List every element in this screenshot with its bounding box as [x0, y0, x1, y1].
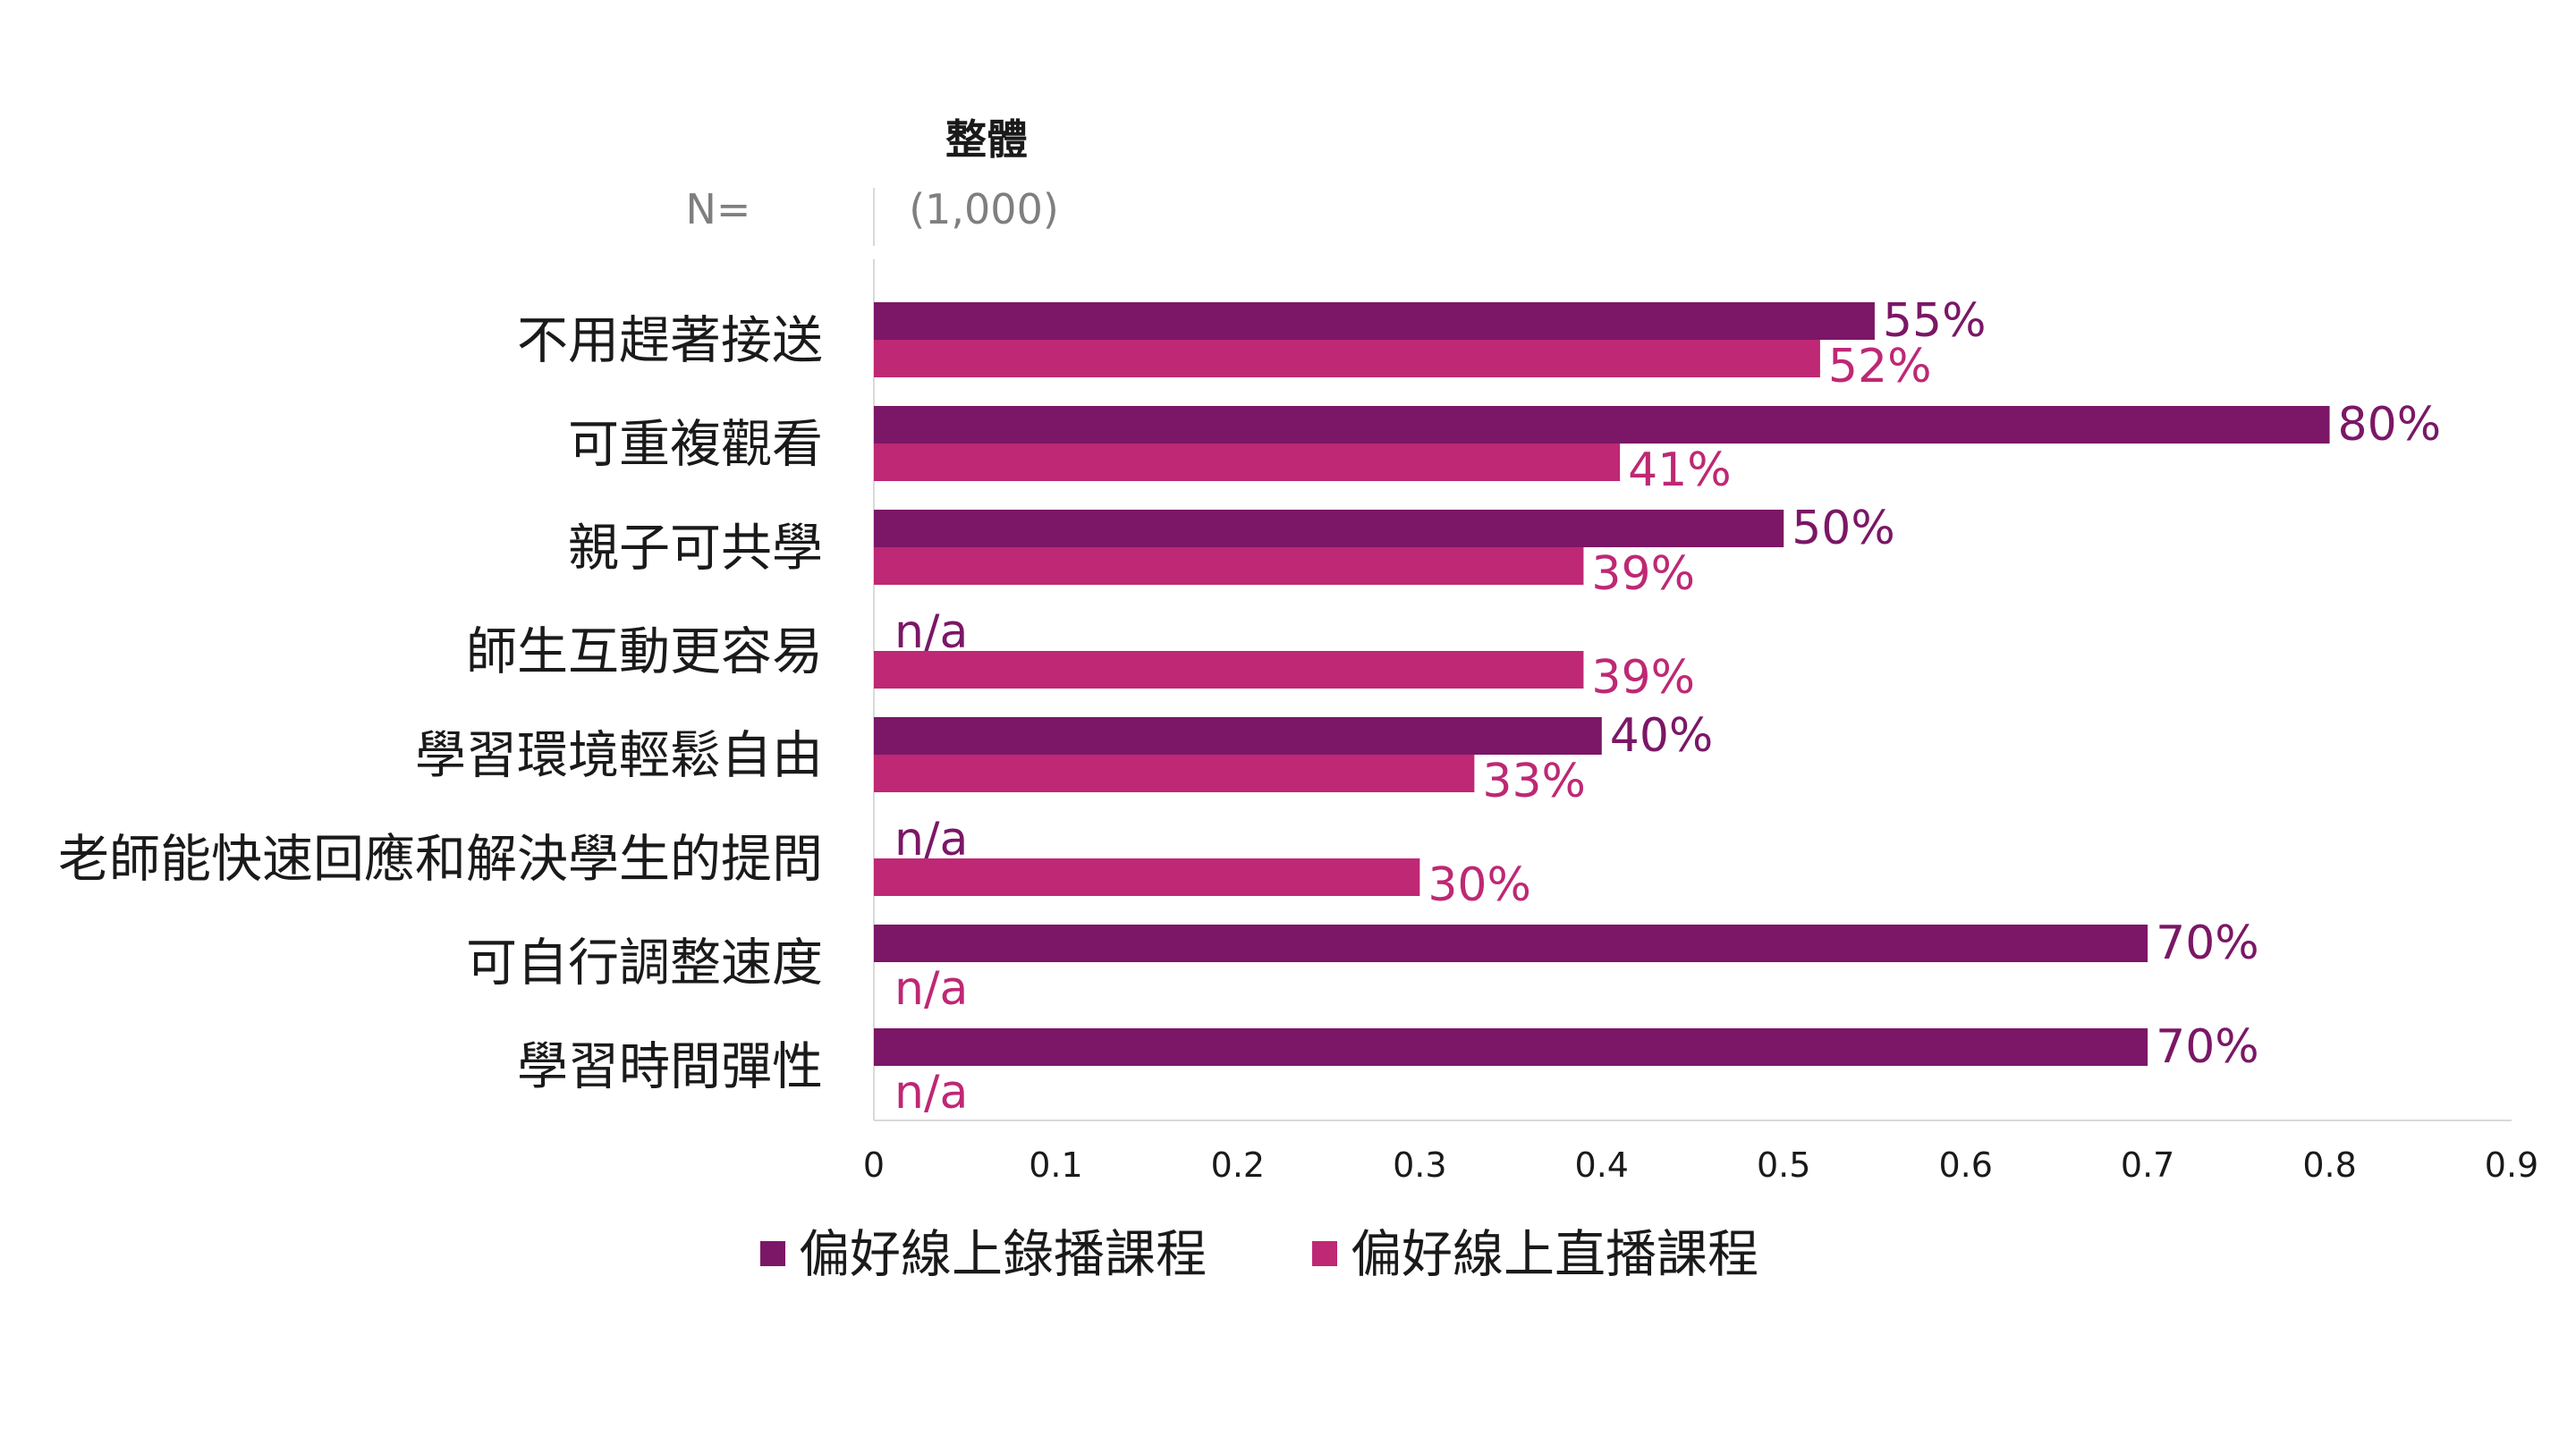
x-tick-label: 0.2: [1211, 1145, 1265, 1185]
data-label: 52%: [1828, 340, 1932, 393]
legend: 偏好線上錄播課程 偏好線上直播課程: [760, 1225, 1758, 1284]
category-label: 可自行調整速度: [466, 934, 823, 993]
x-tick-label: 0: [863, 1145, 885, 1185]
bar-recorded: [874, 1028, 2148, 1066]
x-tick-label: 0.5: [1757, 1145, 1810, 1185]
data-label: 41%: [1628, 444, 1732, 497]
data-label: 39%: [1591, 547, 1695, 601]
legend-label: 偏好線上直播課程: [1351, 1225, 1758, 1284]
x-tick-label: 0.8: [2302, 1145, 2356, 1185]
x-tick-label: 0.3: [1393, 1145, 1446, 1185]
category-label: 師生互動更容易: [466, 622, 823, 681]
legend-swatch: [760, 1241, 785, 1266]
sample-size-value: (1,000): [909, 185, 1059, 233]
x-tick-label: 0.1: [1029, 1145, 1082, 1185]
bar-live: [874, 858, 1420, 896]
bar-live: [874, 547, 1584, 585]
bar-recorded: [874, 717, 1602, 755]
x-tick-label: 0.9: [2485, 1145, 2538, 1185]
category-label: 不用趕著接送: [517, 311, 823, 370]
bar-live: [874, 340, 1820, 377]
bar-recorded: [874, 406, 2330, 444]
category-label: 學習環境輕鬆自由: [415, 726, 823, 785]
sample-size-label: N=: [686, 185, 751, 233]
data-label: 80%: [2338, 398, 2442, 452]
bar-recorded: [874, 510, 1784, 547]
bar-live: [874, 651, 1584, 689]
x-tick-label: 0.6: [1938, 1145, 1992, 1185]
bar-live: [874, 444, 1621, 481]
plot-area: 0 0.1 0.2 0.3 0.4 0.5 0.6 0.7 0.8 0.9 不用趕著接送 55%52%…: [58, 259, 2538, 1185]
category-label: 可重複觀看: [568, 415, 823, 474]
category-label: 老師能快速回應和解決學生的提問: [58, 830, 823, 889]
data-label: 30%: [1428, 858, 1531, 912]
legend-label: 偏好線上錄播課程: [799, 1225, 1207, 1284]
x-tick-label: 0.7: [2121, 1145, 2174, 1185]
data-label: n/a: [894, 1066, 968, 1120]
data-label: 70%: [2156, 917, 2259, 970]
x-tick-label: 0.4: [1575, 1145, 1629, 1185]
bar-recorded: [874, 302, 1875, 340]
bar-live: [874, 755, 1475, 792]
data-label: 39%: [1591, 651, 1695, 705]
column-header: 整體: [945, 115, 1028, 164]
data-label: 33%: [1482, 755, 1586, 808]
data-label: 70%: [2156, 1020, 2259, 1074]
legend-swatch: [1312, 1241, 1337, 1266]
data-label: 40%: [1610, 709, 1714, 763]
data-label: n/a: [894, 605, 968, 659]
bar-recorded: [874, 925, 2148, 962]
data-label: n/a: [894, 962, 968, 1016]
data-label: 50%: [1792, 502, 1895, 555]
data-label: n/a: [894, 813, 968, 866]
data-label: 55%: [1883, 294, 1987, 348]
category-label: 學習時間彈性: [517, 1037, 823, 1096]
category-label: 親子可共學: [568, 519, 823, 578]
